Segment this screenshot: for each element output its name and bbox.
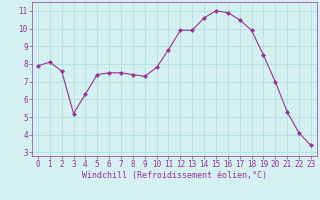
X-axis label: Windchill (Refroidissement éolien,°C): Windchill (Refroidissement éolien,°C): [82, 171, 267, 180]
